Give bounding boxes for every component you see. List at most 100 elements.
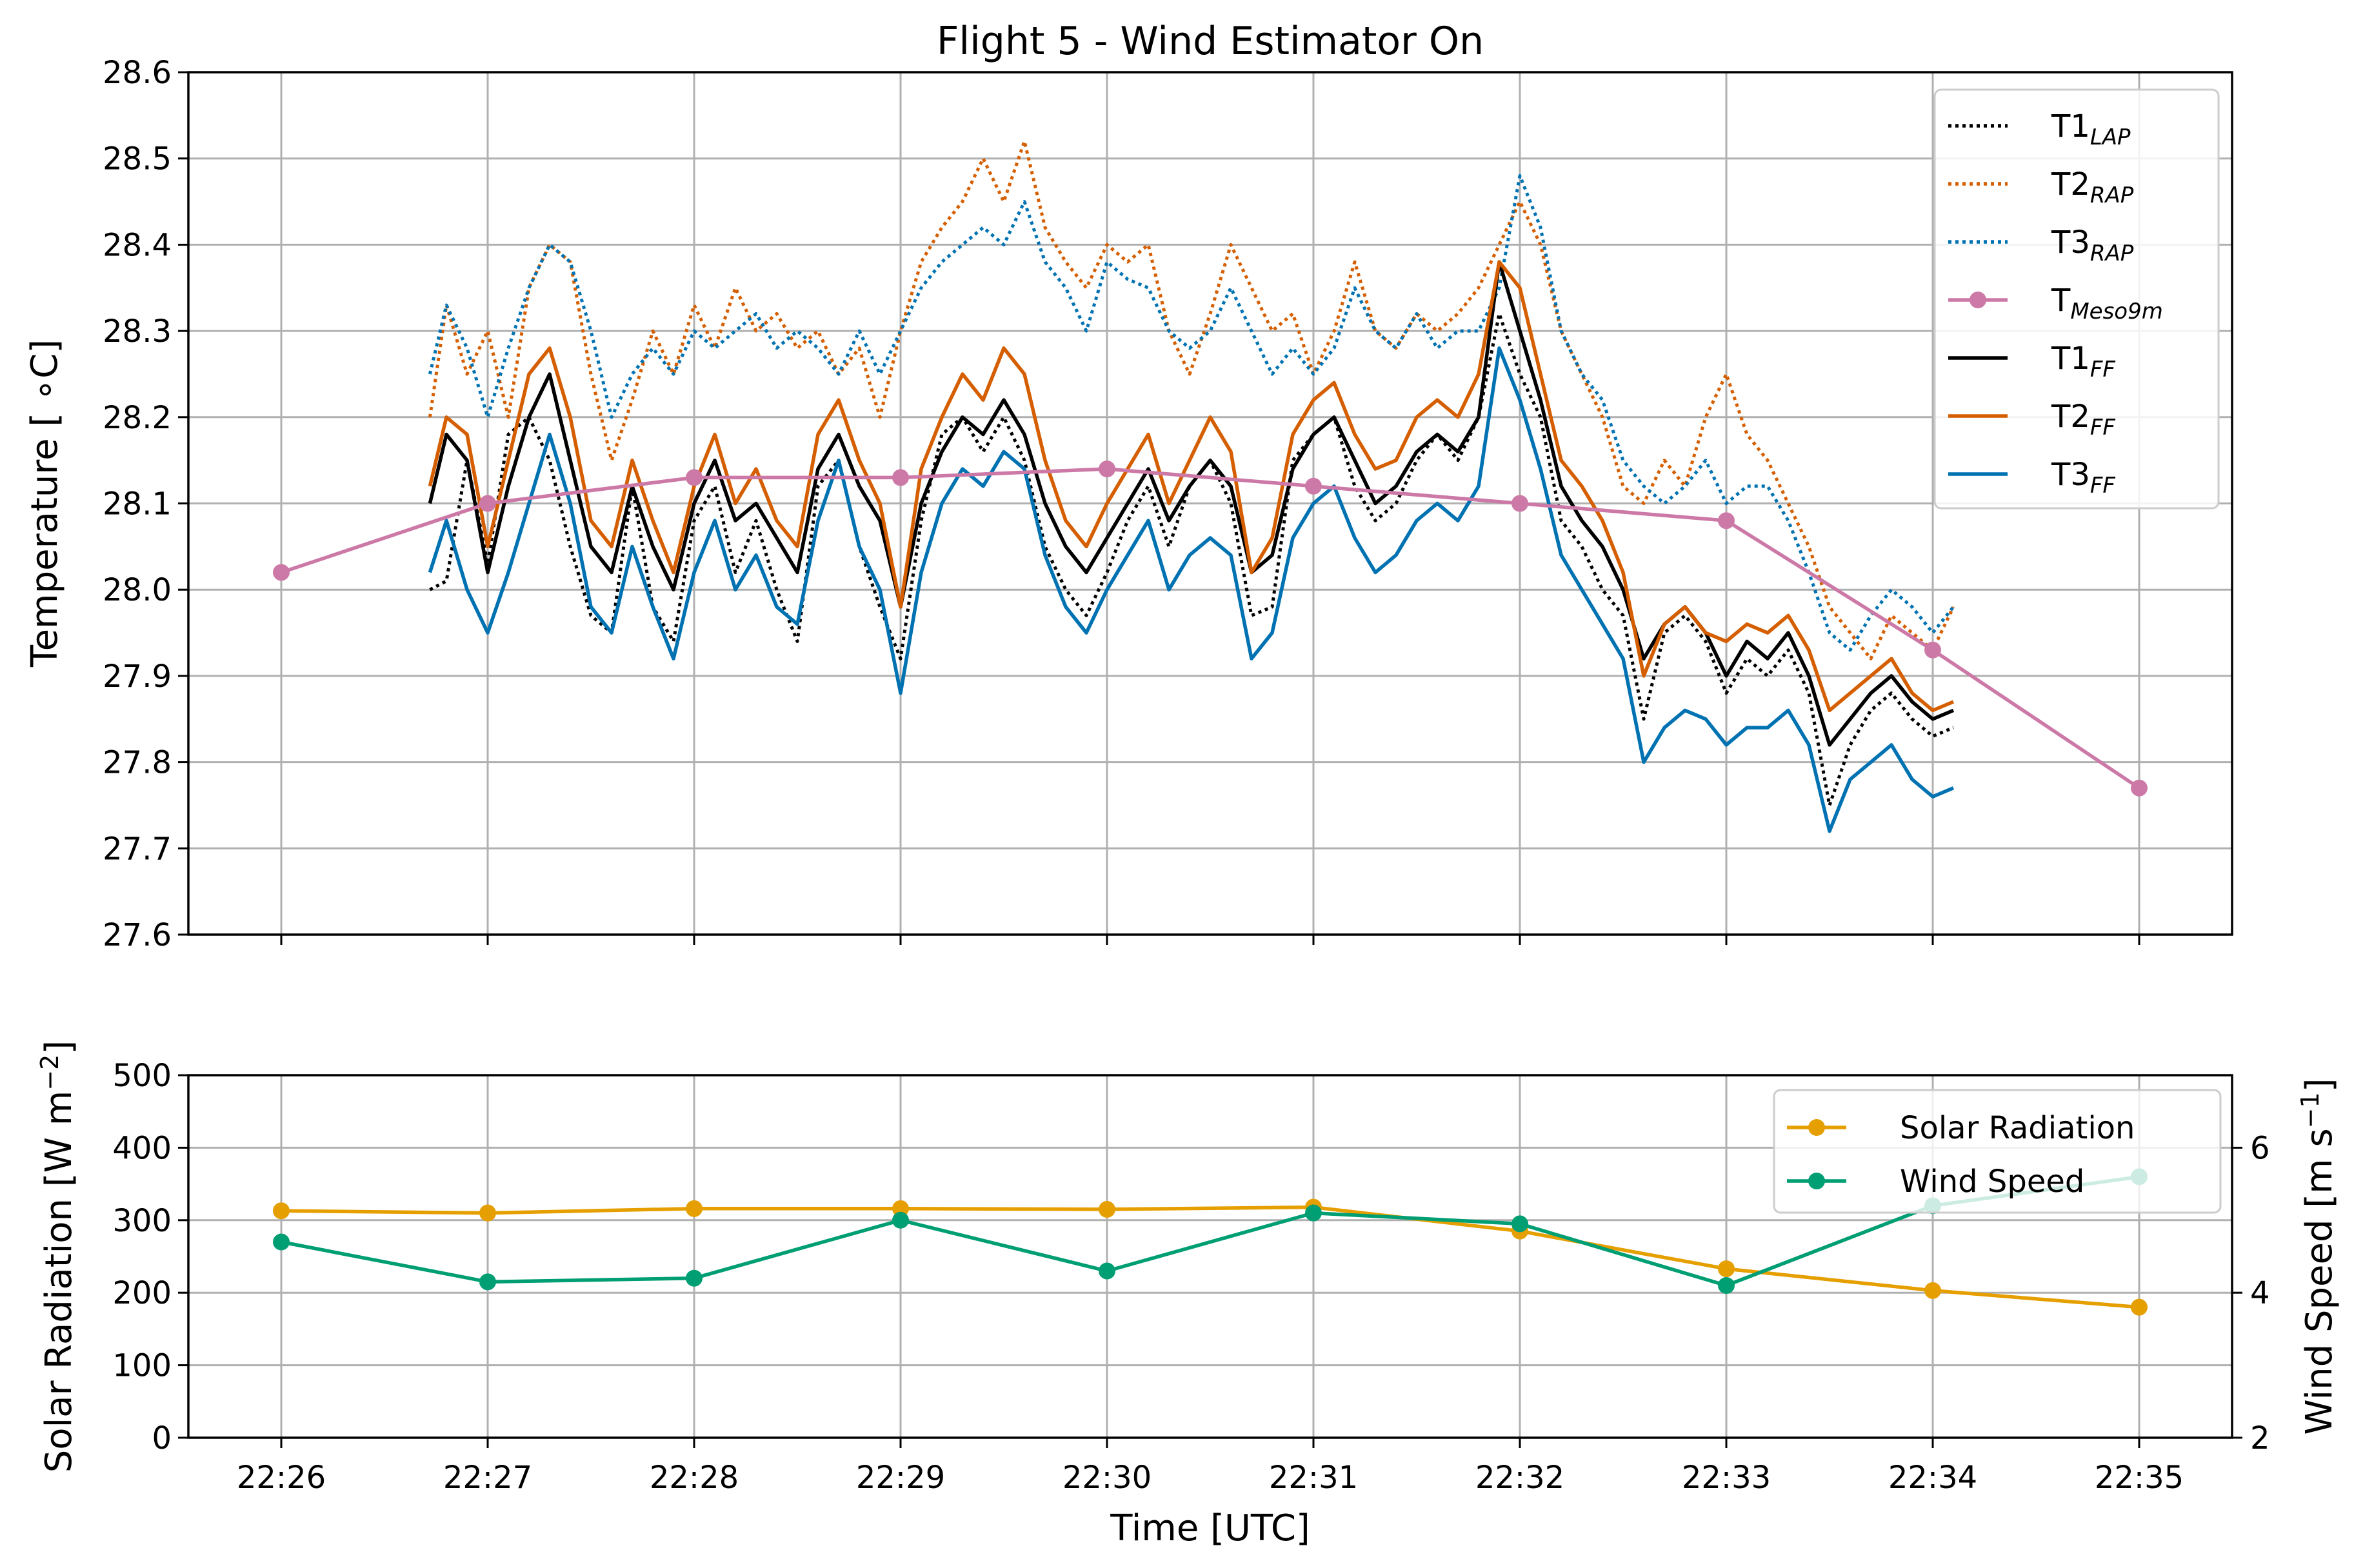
wind-speed-point [273, 1233, 290, 1251]
bottom-legend: Solar Radiation Wind Speed [1773, 1089, 2222, 1214]
top-y-tick-label: 27.8 [103, 745, 172, 781]
bottom-x-ticks: 22:26 22:27 22:28 22:29 22:30 22:31 22:32 22:33… [237, 1438, 2184, 1496]
wind-speed-point [1511, 1215, 1528, 1233]
meso9m-point [273, 564, 290, 581]
legend-entry-t2-rap: T2RAP [1948, 166, 2134, 208]
solar-radiation-point [1099, 1200, 1115, 1218]
x-tick-label: 22:33 [1682, 1460, 1771, 1496]
top-y-tick-label: 28.5 [103, 141, 172, 177]
top-y-tick-label: 27.7 [103, 831, 172, 867]
legend-entry-t-meso9m: TMeso9m [1948, 283, 2163, 324]
series-wind-speed-line [281, 1175, 2140, 1287]
legend-label: T1LAP [2051, 108, 2131, 150]
legend-label: T2RAP [2051, 166, 2134, 208]
chart-title: Flight 5 - Wind Estimator On [937, 19, 1484, 64]
bottom-series [273, 1168, 2148, 1316]
solar-radiation-point [1718, 1260, 1735, 1278]
solar-radiation-point [273, 1202, 290, 1220]
top-y-tick-label: 28.4 [103, 227, 172, 263]
bottom-y-axis-label: Solar Radiation [W m−2] [35, 1040, 80, 1473]
x-tick-label: 22:35 [2095, 1460, 2184, 1496]
meso9m-point [1305, 477, 1322, 495]
meso9m-point [1924, 641, 1941, 659]
solar-radiation-point [892, 1200, 909, 1217]
legend-entry-solar-radiation: Solar Radiation [1787, 1110, 2135, 1146]
solar-radiation-point [2131, 1298, 2148, 1316]
bottom-axes-frame [187, 1074, 2233, 1439]
series-t2-ff [428, 260, 1955, 713]
top-legend-box [1933, 88, 2220, 510]
legend-marker [1808, 1119, 1825, 1136]
x-tick-label: 22:32 [1475, 1460, 1564, 1496]
x-tick-label: 22:34 [1888, 1460, 1977, 1496]
meso9m-point [2131, 779, 2148, 797]
x-tick-label: 22:28 [650, 1460, 739, 1496]
bottom-y-tick-label: 0 [152, 1420, 172, 1456]
legend-entry-t2-ff: T2FF [1948, 399, 2115, 441]
series-t2-rap [428, 139, 1955, 660]
legend-entry-t1-ff: T1FF [1948, 341, 2115, 382]
legend-marker [1970, 292, 1986, 308]
bottom-y-tick-label: 200 [112, 1275, 172, 1311]
meso9m-point [1718, 512, 1735, 530]
wind-speed-point [892, 1211, 909, 1229]
series-meso9m-line [281, 467, 2140, 789]
legend-marker [1808, 1173, 1825, 1189]
solar-radiation-point [686, 1200, 703, 1217]
legend-label: T3RAP [2051, 224, 2134, 266]
meso9m-point [1511, 495, 1528, 512]
legend-label: T2FF [2051, 399, 2115, 441]
top-y-tick-label: 27.6 [103, 917, 172, 953]
top-y-axis-ticks: 27.6 27.7 27.8 27.9 28.0 28.1 28.2 28.3 28.4 28.5… [103, 55, 188, 953]
wind-speed-point [479, 1273, 496, 1291]
x-tick-label: 22:31 [1269, 1460, 1358, 1496]
series-t3-ff [428, 346, 1955, 833]
bottom-legend-box [1773, 1089, 2222, 1214]
legend-label: Wind Speed [1900, 1164, 2084, 1200]
legend-entry-t1-lap: T1LAP [1948, 108, 2131, 150]
legend-label: T1FF [2051, 341, 2115, 382]
solar-radiation-point [479, 1204, 496, 1222]
wind-speed-point [1099, 1262, 1115, 1280]
series-t3-rap [428, 174, 1955, 652]
temperature-series [428, 139, 1955, 833]
x-tick-label: 22:30 [1062, 1460, 1152, 1496]
top-y-tick-label: 27.9 [103, 659, 172, 695]
legend-entry-t3-ff: T3FF [1948, 457, 2115, 499]
bottom-y2-tick-label: 6 [2250, 1130, 2270, 1166]
legend-label: Solar Radiation [1900, 1110, 2135, 1146]
bottom-y2-tick-label: 4 [2250, 1275, 2270, 1311]
top-y-tick-label: 28.1 [103, 486, 172, 522]
meso9m-point [686, 469, 703, 486]
meso9m-point [479, 495, 496, 512]
x-axis-label: Time [UTC] [1110, 1507, 1310, 1549]
wind-speed-point [1718, 1276, 1735, 1294]
x-tick-label: 22:29 [856, 1460, 945, 1496]
top-y-tick-label: 28.2 [103, 400, 172, 436]
top-y-axis-label: Temperature [ ∘C] [24, 339, 66, 668]
top-axes-frame [187, 71, 2233, 936]
legend-entry-wind-speed: Wind Speed [1787, 1164, 2084, 1200]
bottom-y2-axis-label: Wind Speed [m s−1] [2296, 1078, 2340, 1434]
meso9m-point [1099, 461, 1115, 478]
bottom-y-axis-ticks: 0 100 200 300 400 500 [112, 1058, 188, 1456]
top-y-tick-label: 28.3 [103, 313, 172, 350]
series-solar-radiation-line [281, 1205, 2140, 1309]
bottom-y2-tick-label: 2 [2250, 1420, 2270, 1456]
bottom-y-tick-label: 100 [112, 1348, 172, 1384]
x-tick-label: 22:26 [237, 1460, 326, 1496]
top-legend: T1LAP T2RAP T3RAP TMeso9m T1FF T2FF T3FF [1933, 88, 2220, 510]
legend-label: TMeso9m [2051, 283, 2163, 324]
meso-series [273, 461, 2148, 797]
wind-speed-point [686, 1269, 703, 1287]
solar-radiation-point [1924, 1282, 1941, 1299]
top-y-tick-label: 28.6 [103, 55, 172, 91]
bottom-y-tick-label: 300 [112, 1203, 172, 1239]
legend-entry-t3-rap: T3RAP [1948, 224, 2134, 266]
top-x-ticks [280, 935, 2140, 945]
bottom-y-tick-label: 500 [112, 1058, 172, 1094]
bottom-y-tick-label: 400 [112, 1130, 172, 1166]
x-tick-label: 22:27 [443, 1460, 532, 1496]
top-y-tick-label: 28.0 [103, 572, 172, 608]
